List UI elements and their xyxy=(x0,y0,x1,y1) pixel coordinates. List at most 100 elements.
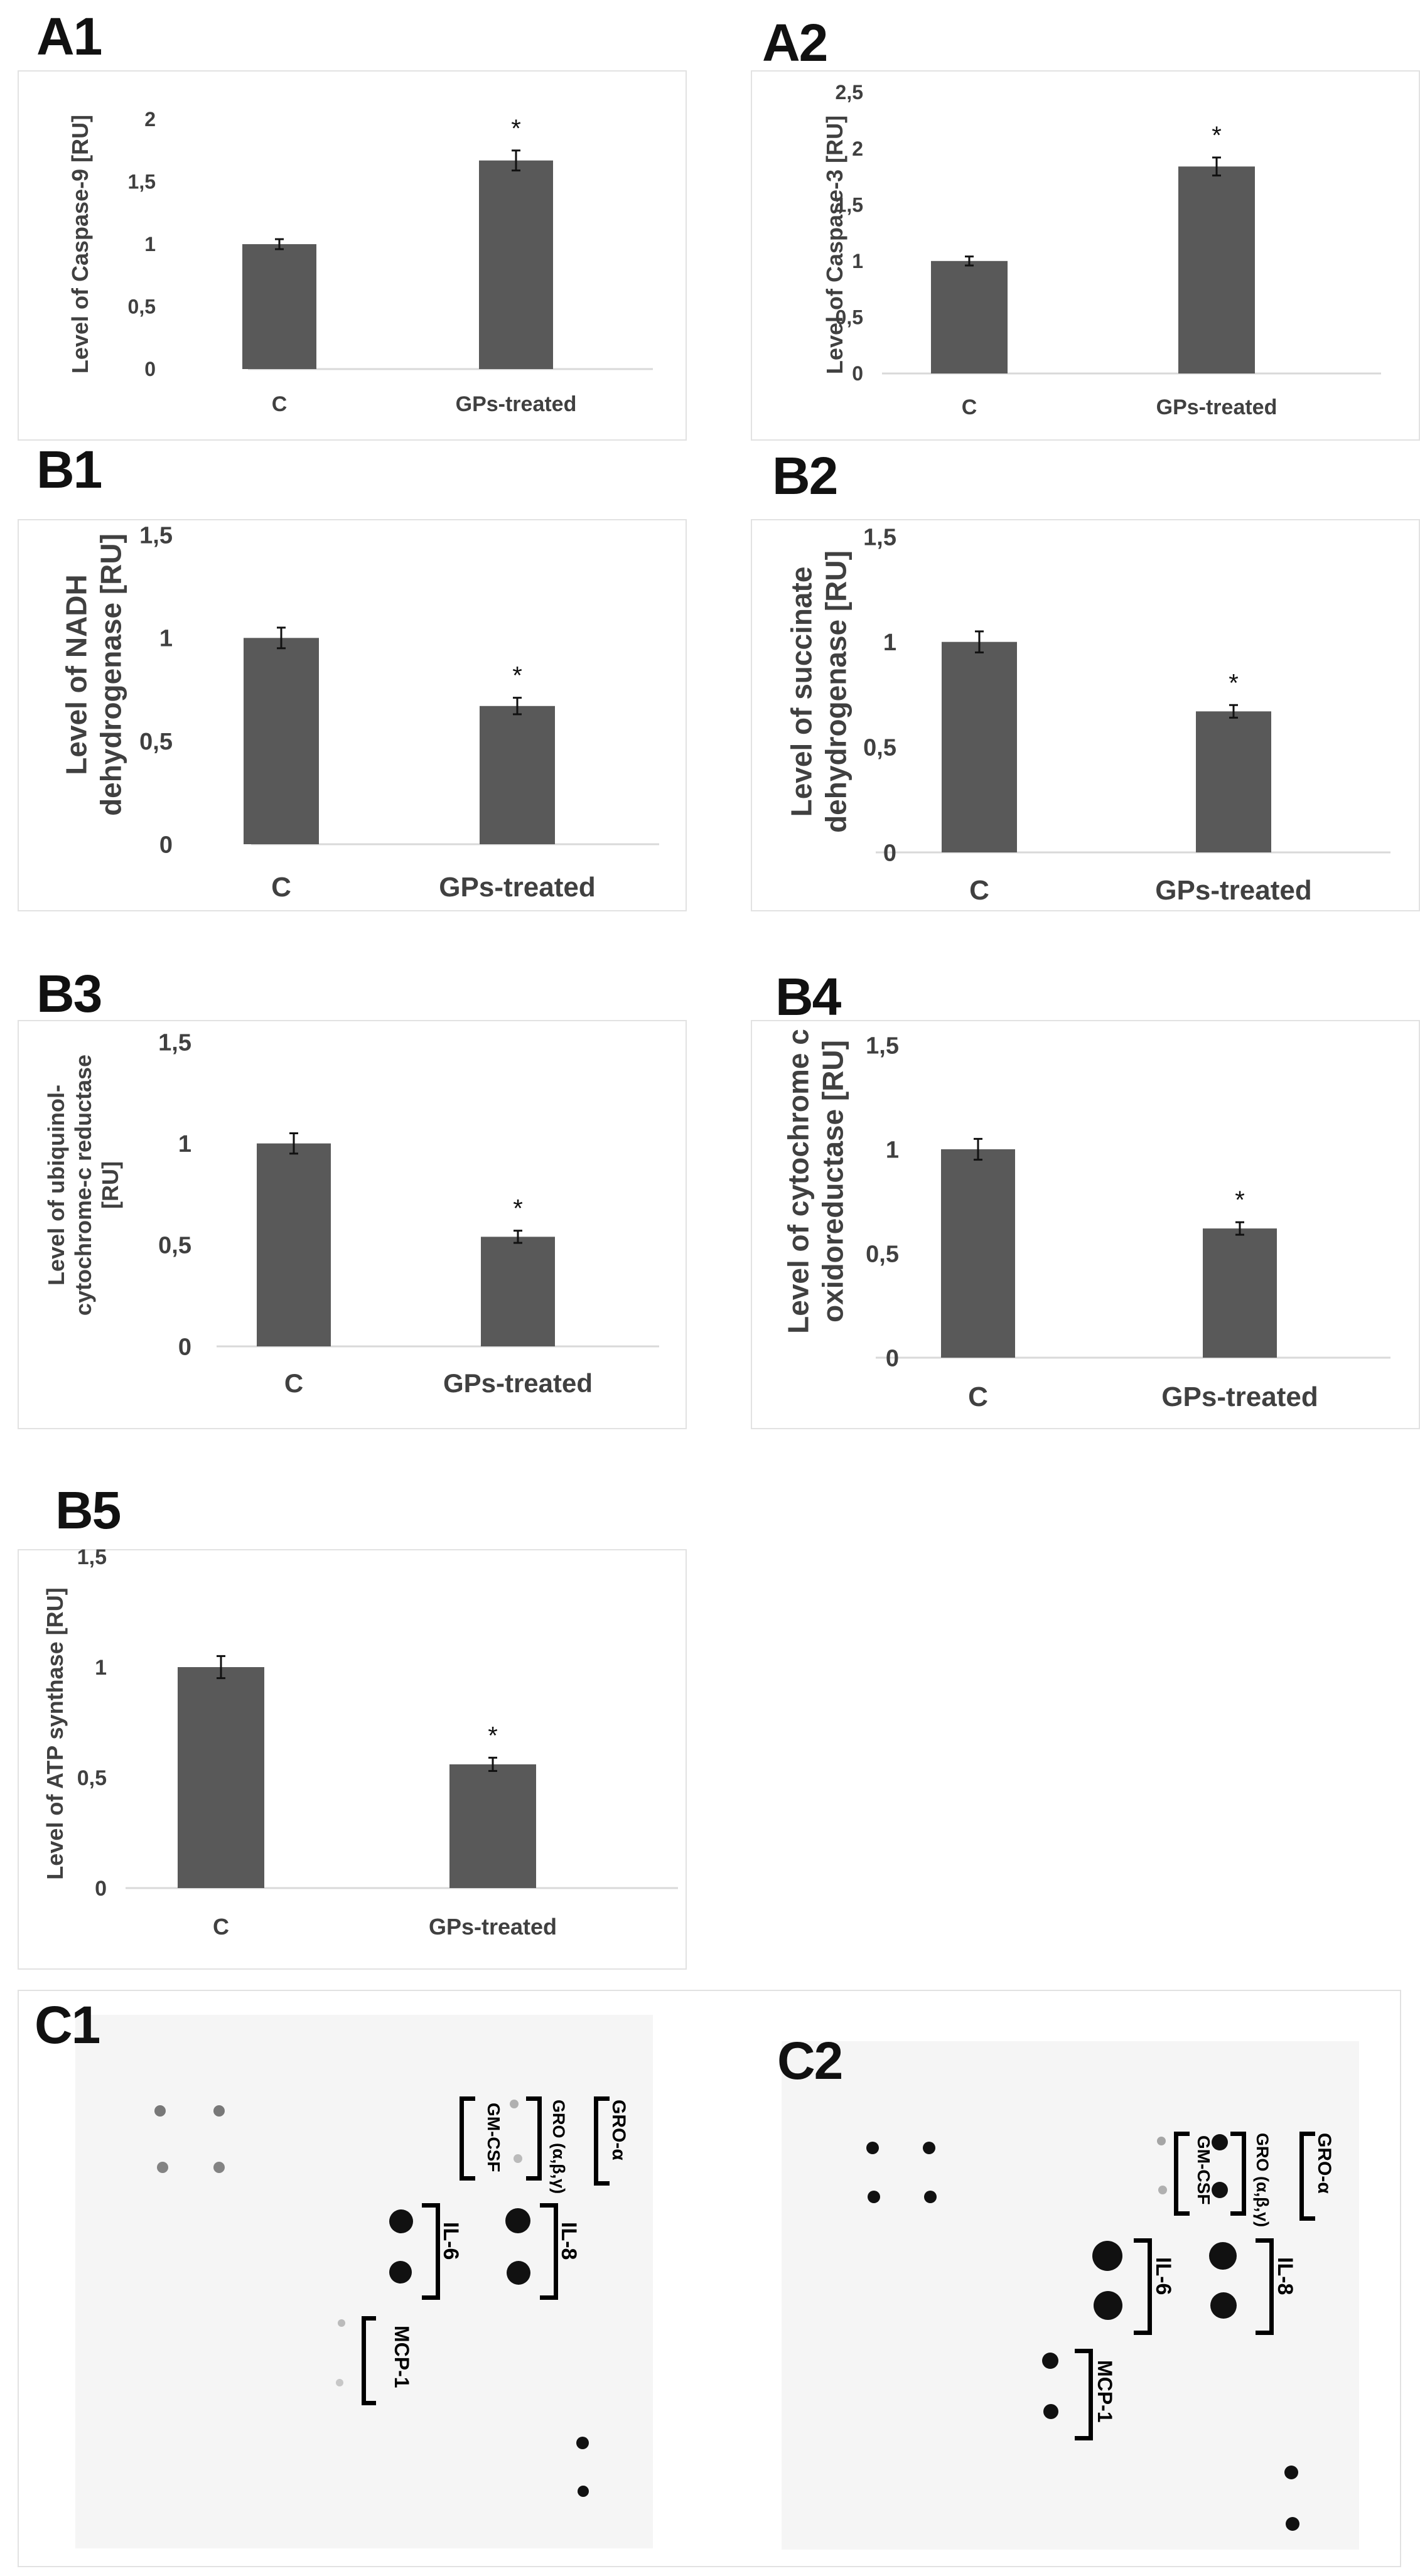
bar-gps-treated xyxy=(1203,1228,1277,1358)
c1-il6-spot xyxy=(389,2209,413,2233)
c1-il8-spot xyxy=(505,2208,530,2233)
c2-gmcsf-spot xyxy=(1157,2137,1166,2145)
blot-c2 xyxy=(782,2041,1359,2550)
significance-marker: * xyxy=(1235,1186,1245,1214)
y-tick-label: 0,5 xyxy=(139,729,173,755)
x-category-label: GPs-treated xyxy=(1156,395,1277,419)
c2-label-mcp1: MCP-1 xyxy=(1094,2360,1116,2423)
y-tick-label: 1 xyxy=(144,233,156,255)
significance-marker: * xyxy=(488,1722,498,1749)
c2-label-groa: GRO-α xyxy=(1314,2133,1335,2194)
c2-label-il6: IL-6 xyxy=(1151,2257,1175,2295)
y-tick-label: 0 xyxy=(886,1345,899,1371)
panel-label-a2: A2 xyxy=(762,13,828,72)
y-axis-label-line: oxidoreductase [RU] xyxy=(817,1040,849,1323)
c2-label-gmcsf: GM-CSF xyxy=(1194,2135,1213,2205)
c1-gro-bracket xyxy=(526,2096,542,2181)
c2-gmcsf-bracket xyxy=(1174,2132,1190,2216)
c1-label-gro-abg: GRO (α,β,γ) xyxy=(549,2100,568,2194)
x-category-label: GPs-treated xyxy=(439,872,595,903)
y-tick-label: 1 xyxy=(178,1131,191,1157)
y-axis-label: Level of succinatedehydrogenase [RU] xyxy=(785,550,852,833)
bar-c xyxy=(178,1667,264,1888)
y-axis-label-line: dehydrogenase [RU] xyxy=(95,534,127,816)
bar-c xyxy=(244,638,319,844)
y-tick-label: 1,5 xyxy=(866,1033,899,1059)
y-axis-label-line: Level of ubiquinol- xyxy=(43,1085,69,1285)
bar-gps-treated xyxy=(1196,711,1271,852)
y-axis-label: Level of cytochrome coxidoreductase [RU] xyxy=(782,1029,849,1334)
y-tick-label: 2 xyxy=(144,108,156,131)
y-tick-label: 2,5 xyxy=(836,81,863,104)
bar-gps-treated xyxy=(481,1237,555,1346)
c2-groa-bracket xyxy=(1299,2132,1315,2221)
c2-label-il8: IL-8 xyxy=(1273,2257,1297,2295)
y-tick-label: 0 xyxy=(852,362,863,385)
c1-groa-bracket xyxy=(594,2096,610,2186)
x-category-label: C xyxy=(968,1382,988,1412)
x-category-label: C xyxy=(969,875,989,906)
significance-marker: * xyxy=(513,1195,523,1223)
c2-gro-spot xyxy=(1212,2134,1228,2150)
c1-label-mcp1: MCP-1 xyxy=(390,2326,413,2388)
blot-c1 xyxy=(75,2015,653,2548)
bar-gps-treated xyxy=(449,1764,536,1888)
panel-label-c2: C2 xyxy=(777,2031,843,2090)
y-tick-label: 0 xyxy=(883,840,896,866)
y-tick-label: 0,5 xyxy=(836,306,863,329)
y-tick-label: 1 xyxy=(159,626,173,652)
y-axis-label-line: [RU] xyxy=(97,1161,123,1209)
x-category-label: C xyxy=(272,392,288,416)
c2-mcp1-spot xyxy=(1043,2404,1058,2419)
y-axis-label-line: Level of Caspase-3 [RU] xyxy=(822,115,847,374)
panel-b3 xyxy=(18,1020,687,1429)
panel-label-c1: C1 xyxy=(35,1995,100,2054)
c2-label-gro-abg: GRO (α,β,γ) xyxy=(1253,2133,1272,2228)
c1-mcp1-spot xyxy=(336,2379,343,2386)
c2-gro-bracket xyxy=(1230,2132,1246,2216)
x-category-label: GPs-treated xyxy=(1155,875,1311,906)
c1-il6-spot xyxy=(389,2261,412,2284)
x-category-label: C xyxy=(284,1368,303,1398)
panel-b4 xyxy=(751,1020,1420,1429)
y-axis-label: Level of ATP synthase [RU] xyxy=(42,1587,68,1879)
panel-label-b3: B3 xyxy=(36,964,102,1023)
x-category-label: C xyxy=(271,872,291,903)
y-tick-label: 0,5 xyxy=(128,296,156,318)
y-tick-label: 0 xyxy=(95,1877,107,1901)
c1-label-groa: GRO-α xyxy=(608,2100,629,2160)
x-category-label: C xyxy=(962,395,977,419)
x-category-label: C xyxy=(213,1914,229,1940)
x-category-label: GPs-treated xyxy=(1161,1382,1318,1412)
significance-marker: * xyxy=(512,662,522,690)
c1-neg-spot xyxy=(578,2486,589,2497)
bar-c xyxy=(942,641,1017,852)
y-tick-label: 1,5 xyxy=(836,193,863,216)
panel-a1 xyxy=(18,70,687,441)
y-tick-label: 1,5 xyxy=(139,522,173,549)
panel-label-b1: B1 xyxy=(36,440,102,499)
c2-il8-spot xyxy=(1210,2292,1237,2319)
significance-marker: * xyxy=(1229,669,1239,697)
y-tick-label: 1,5 xyxy=(863,524,896,550)
c1-label-il8: IL-8 xyxy=(557,2222,581,2260)
c2-gro-spot xyxy=(1212,2182,1228,2198)
c1-il8-bracket xyxy=(540,2203,558,2300)
y-tick-label: 0,5 xyxy=(863,735,896,761)
c1-gmcsf-bracket xyxy=(460,2096,475,2181)
x-category-label: GPs-treated xyxy=(429,1914,557,1940)
c1-gmcsf-spot xyxy=(514,2154,522,2163)
y-tick-label: 1 xyxy=(95,1656,107,1680)
c2-ref-spot xyxy=(924,2191,937,2203)
panel-label-b5: B5 xyxy=(55,1481,121,1540)
panel-b5 xyxy=(18,1549,687,1970)
y-tick-label: 0 xyxy=(178,1334,191,1360)
x-category-label: GPs-treated xyxy=(443,1368,593,1398)
c1-il8-spot xyxy=(507,2261,530,2285)
y-axis-label: Level of Caspase-9 [RU] xyxy=(67,115,93,373)
y-axis-label-line: Level of NADH xyxy=(60,574,92,775)
